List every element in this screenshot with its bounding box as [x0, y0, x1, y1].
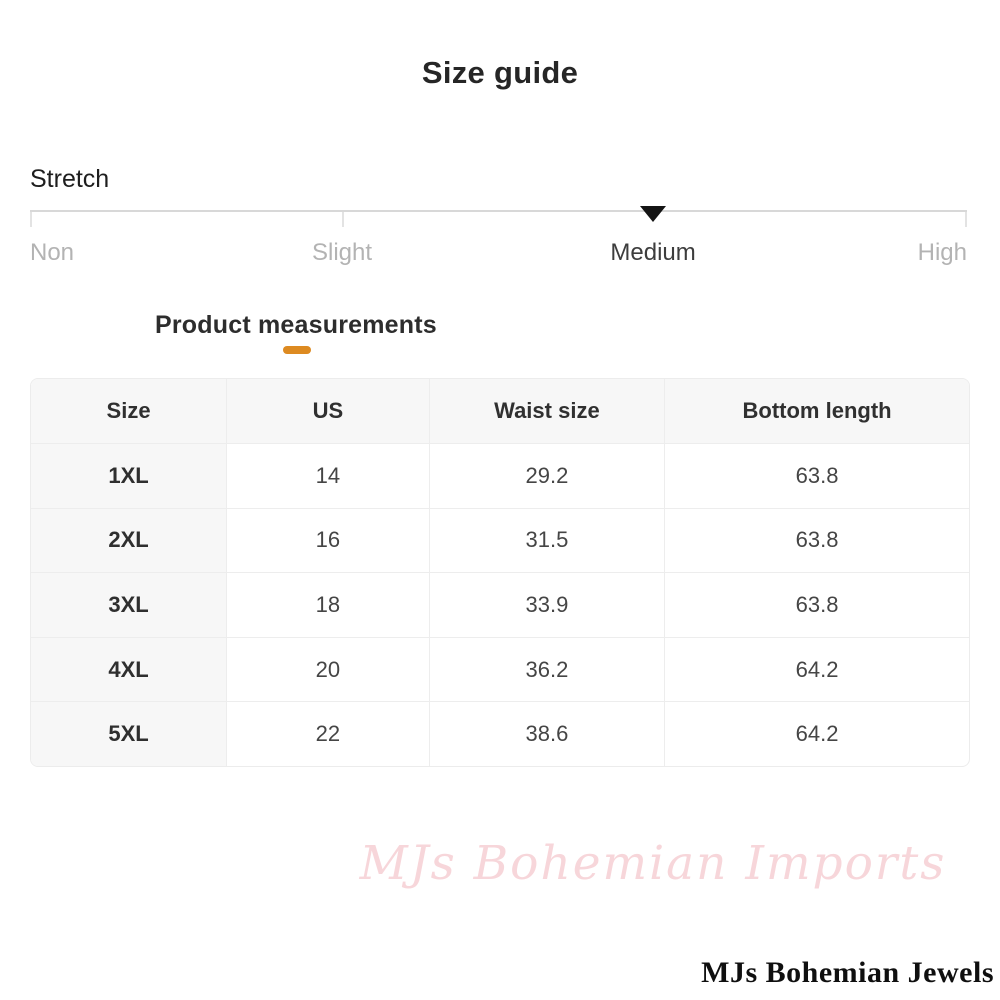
header-cell-waist-size: Waist size	[428, 379, 664, 443]
slider-option-high: High	[917, 239, 967, 266]
slider-option-slight: Slight	[311, 239, 373, 266]
table-header-row: Size US Waist size Bottom length	[31, 379, 969, 443]
slider-option-non: Non	[30, 239, 75, 266]
cell-bottom: 63.8	[664, 443, 969, 508]
table-row: 1XL 14 29.2 63.8	[31, 443, 969, 508]
cell-waist: 36.2	[428, 636, 665, 702]
slider-tick-end	[965, 212, 967, 227]
cell-size: 5XL	[31, 701, 227, 766]
cell-us: 16	[226, 507, 429, 573]
cell-waist: 33.9	[428, 572, 665, 637]
header-cell-size: Size	[106, 398, 151, 423]
tab-active-indicator	[283, 346, 311, 354]
header-cell-bottom-length: Bottom length	[664, 379, 969, 443]
header-cell-us: US	[226, 379, 429, 443]
tab-product-measurements[interactable]: Product measurements	[155, 311, 437, 339]
cell-size: 3XL	[31, 572, 227, 637]
stretch-slider	[30, 206, 967, 227]
cell-waist: 29.2	[428, 443, 665, 508]
slider-tick-slight	[342, 212, 345, 227]
slider-tick-start	[30, 212, 32, 227]
cell-bottom: 64.2	[664, 701, 969, 766]
cell-us: 20	[226, 636, 429, 702]
table-row: 2XL 16 31.5 63.8	[31, 507, 969, 573]
table-row: 5XL 22 38.6 64.2	[31, 701, 969, 766]
table-row: 4XL 20 36.2 64.2	[31, 636, 969, 702]
brand-footer: MJs Bohemian Jewels	[701, 956, 994, 989]
cell-size: 4XL	[31, 636, 227, 702]
stretch-label: Stretch	[30, 165, 110, 193]
cell-bottom: 63.8	[664, 572, 969, 637]
page-title: Size guide	[421, 55, 579, 90]
cell-us: 14	[226, 443, 429, 508]
cell-bottom: 64.2	[664, 636, 969, 702]
cell-size: 2XL	[31, 507, 227, 573]
table-row: 3XL 18 33.9 63.8	[31, 572, 969, 637]
cell-size: 1XL	[31, 443, 227, 508]
size-table: Size US Waist size Bottom length 1XL 14 …	[30, 378, 970, 767]
slider-labels: Non Slight Medium High	[30, 239, 967, 271]
cell-bottom: 63.8	[664, 507, 969, 573]
slider-option-medium-selected: Medium	[610, 239, 696, 266]
slider-track	[30, 210, 967, 212]
cell-waist: 38.6	[428, 701, 665, 766]
cell-us: 18	[226, 572, 429, 637]
watermark: MJs Bohemian Imports	[359, 836, 947, 891]
cell-waist: 31.5	[428, 507, 665, 573]
triangle-down-icon	[640, 206, 667, 222]
cell-us: 22	[226, 701, 429, 766]
